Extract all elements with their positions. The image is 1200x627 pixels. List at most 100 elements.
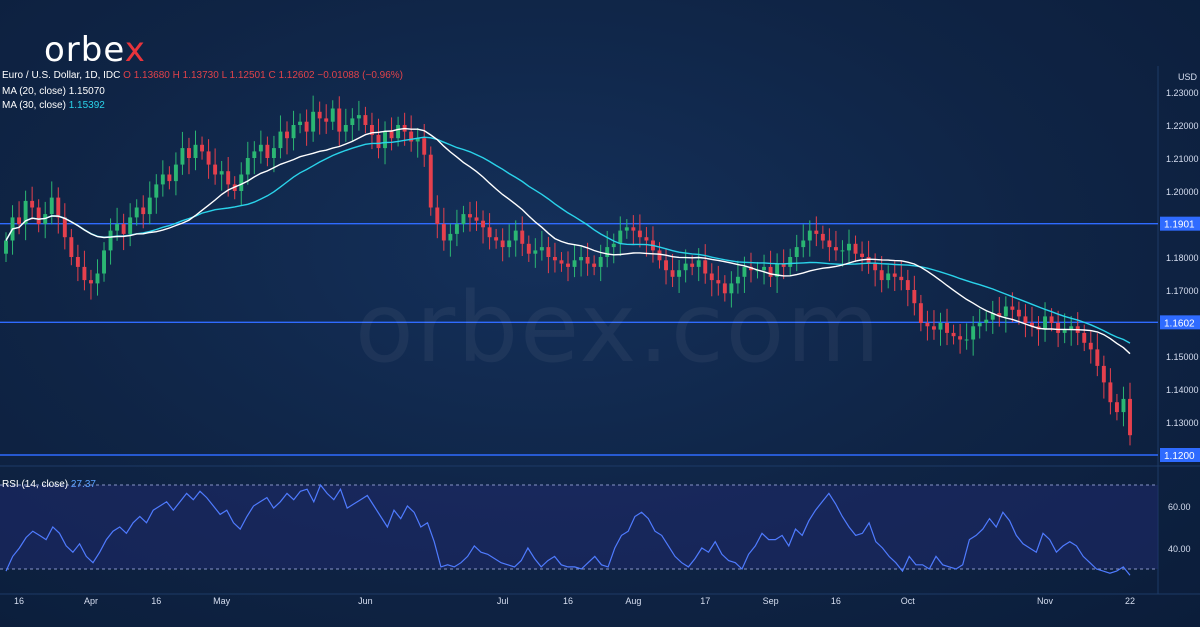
- candle-body: [428, 154, 433, 208]
- candle-body: [709, 273, 714, 281]
- candle-body: [997, 313, 1002, 317]
- candle-body: [350, 118, 355, 125]
- candle-body: [245, 158, 250, 175]
- level-badge: [1160, 216, 1200, 231]
- candle-body: [945, 323, 949, 333]
- candle-body: [814, 230, 819, 234]
- candle-body: [918, 303, 923, 323]
- candle-body: [108, 230, 113, 251]
- candle-body: [552, 257, 557, 261]
- price-tick-label: 1.21000: [1166, 154, 1199, 164]
- price-tick-label: 1.14000: [1166, 385, 1199, 395]
- time-tick-label: Jun: [358, 596, 373, 606]
- time-tick-label: May: [213, 596, 231, 606]
- time-tick-label: Sep: [763, 596, 779, 606]
- time-tick-label: 16: [831, 596, 841, 606]
- candle-body: [500, 240, 505, 248]
- candle-body: [925, 323, 930, 327]
- candle-body: [337, 108, 342, 132]
- watermark: orbex.com: [355, 272, 882, 384]
- price-tick-label: 1.17000: [1166, 286, 1199, 296]
- price-tick-label: 1.23000: [1166, 88, 1199, 98]
- candle-body: [964, 339, 969, 341]
- candle-body: [30, 200, 35, 208]
- level-badge: [1160, 448, 1200, 462]
- candle-body: [102, 250, 106, 274]
- candle-body: [794, 247, 799, 257]
- candle-body: [807, 230, 812, 241]
- price-tick-label: 1.18000: [1166, 253, 1199, 263]
- candle-body: [559, 260, 564, 264]
- candle-body: [827, 240, 832, 248]
- candle-body: [141, 207, 146, 215]
- price-tick-label: 1.13000: [1166, 418, 1199, 428]
- candle-body: [330, 108, 335, 122]
- candle-body: [448, 233, 453, 241]
- candle-body: [1030, 323, 1034, 327]
- candle-body: [128, 217, 133, 234]
- candle-body: [173, 164, 178, 182]
- candle-body: [605, 247, 610, 257]
- candle-body: [271, 148, 276, 158]
- candle-body: [677, 270, 682, 277]
- candle-body: [317, 111, 322, 119]
- legend-symbol-row: Euro / U.S. Dollar, 1D, IDC O 1.13680 H …: [2, 70, 403, 81]
- candle-body: [304, 121, 309, 132]
- candle-body: [494, 237, 499, 241]
- orbex-logo: orbex: [44, 30, 146, 70]
- candle-body: [951, 332, 956, 337]
- candle-body: [481, 220, 486, 228]
- candle-body: [239, 174, 244, 191]
- price-tick-label: 1.22000: [1166, 121, 1199, 131]
- candle-body: [160, 174, 165, 185]
- symbol-label: Euro / U.S. Dollar, 1D, IDC: [2, 70, 121, 81]
- candle-body: [1003, 306, 1008, 317]
- candle-body: [775, 263, 780, 277]
- candle-body: [324, 118, 329, 122]
- candle-body: [879, 270, 884, 281]
- candle-body: [298, 121, 303, 125]
- candle-body: [206, 151, 211, 165]
- candle-body: [62, 217, 67, 238]
- candle-body: [624, 227, 629, 231]
- rsi-label: RSI (14, close): [2, 479, 69, 490]
- candle-body: [899, 276, 904, 281]
- candle-body: [598, 257, 603, 267]
- candle-body: [931, 326, 936, 330]
- candle-body: [644, 237, 649, 241]
- candle-body: [36, 207, 41, 224]
- candle-body: [474, 217, 479, 221]
- candle-body: [716, 280, 721, 284]
- candle-body: [637, 230, 642, 238]
- candle-body: [226, 171, 231, 185]
- candle-body: [585, 257, 590, 264]
- candle-body: [526, 243, 531, 254]
- time-tick-label: Jul: [497, 596, 509, 606]
- candle-body: [1095, 349, 1100, 366]
- candle-body: [409, 131, 414, 142]
- price-tick-label: 1.15000: [1166, 352, 1199, 362]
- candle-body: [1069, 326, 1074, 330]
- candle-body: [56, 197, 61, 218]
- candle-body: [23, 200, 28, 224]
- candle-body: [376, 134, 381, 149]
- candle-body: [1114, 402, 1119, 413]
- candle-body: [579, 257, 584, 261]
- candle-body: [533, 250, 538, 254]
- level-badge: [1160, 315, 1200, 330]
- candle-body: [566, 263, 570, 267]
- candle-body: [441, 224, 446, 241]
- candle-body: [1121, 398, 1126, 413]
- candle-body: [1101, 365, 1106, 383]
- price-tick-label: 1.20000: [1166, 187, 1199, 197]
- time-tick-label: Apr: [84, 596, 98, 606]
- candle-body: [88, 280, 93, 284]
- candle-body: [703, 260, 708, 274]
- rsi-tick-label: 60.00: [1168, 502, 1191, 512]
- candle-body: [82, 266, 87, 281]
- candle-body: [833, 247, 838, 251]
- candle-body: [343, 125, 348, 132]
- candle-body: [1062, 329, 1067, 333]
- time-tick-label: Aug: [625, 596, 641, 606]
- candle-body: [1082, 332, 1087, 343]
